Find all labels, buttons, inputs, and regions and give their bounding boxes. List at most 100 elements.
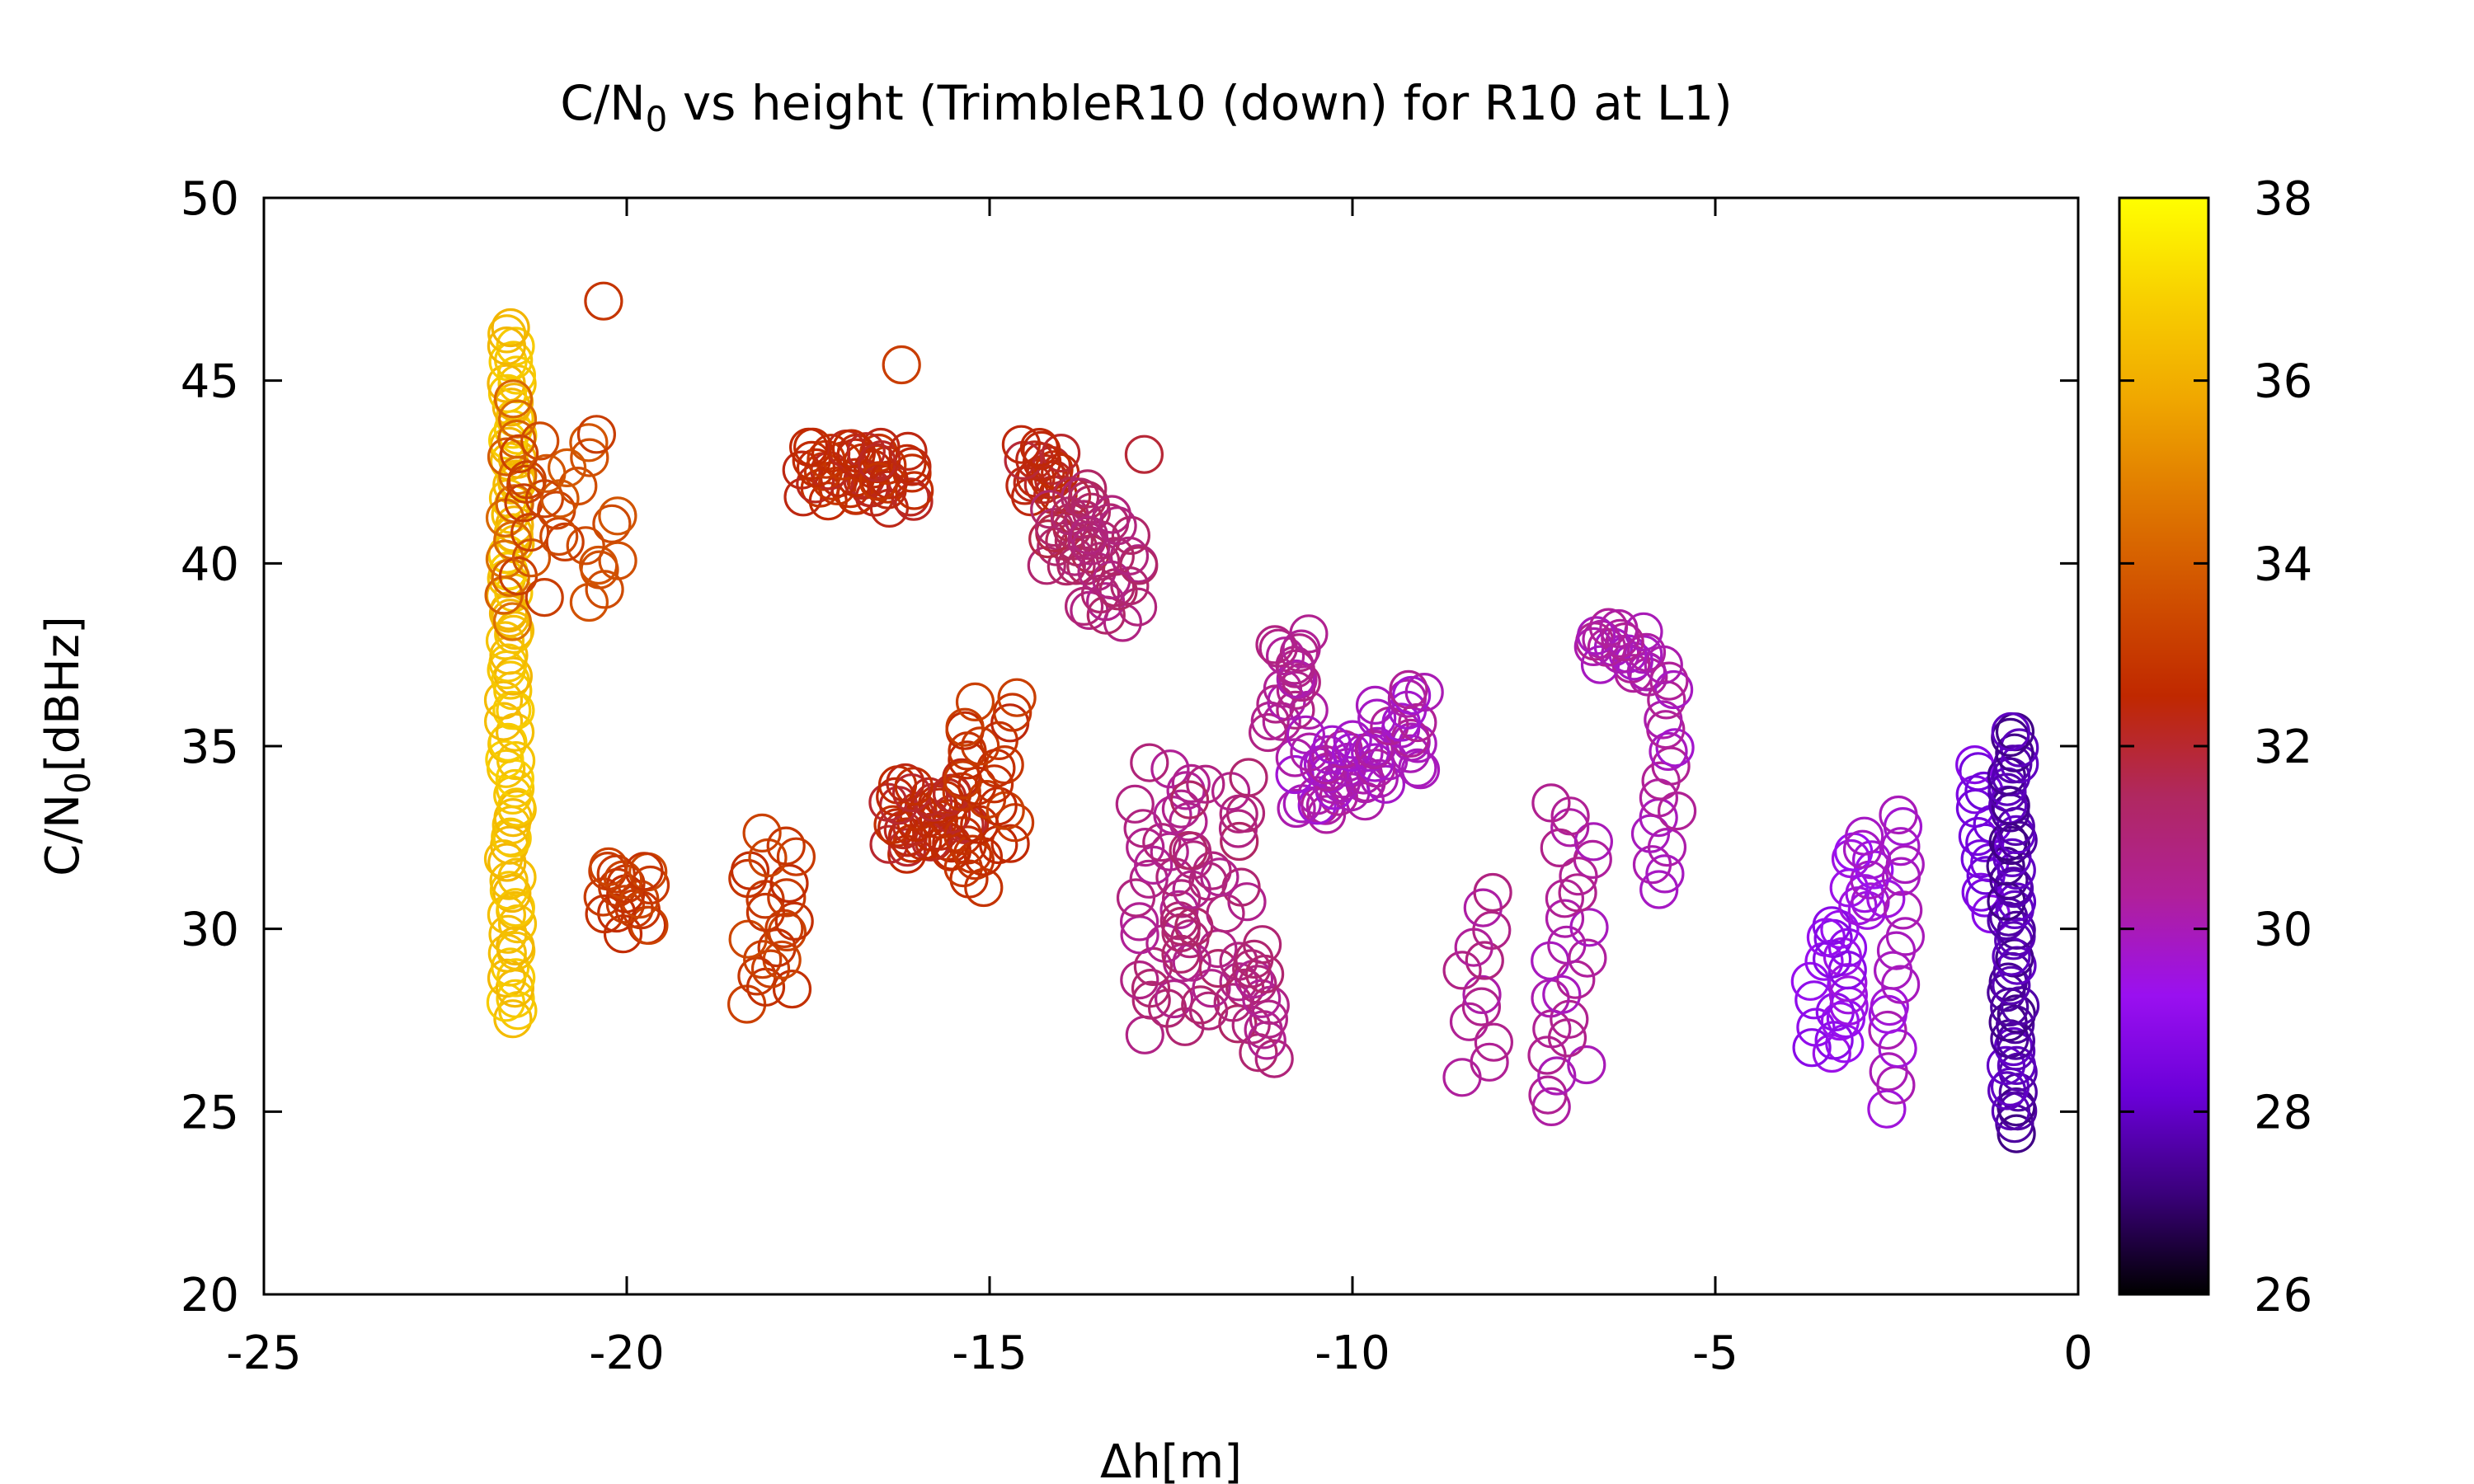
data-point: [597, 893, 637, 933]
data-point: [1550, 796, 1590, 836]
data-point: [1989, 860, 2029, 900]
data-point: [750, 949, 791, 989]
data-point: [1171, 763, 1211, 804]
data-point: [745, 892, 786, 932]
data-point: [1120, 960, 1159, 1000]
data-point: [1569, 908, 1609, 947]
data-point: [1254, 1039, 1294, 1078]
y-tick-label: 30: [181, 904, 239, 957]
data-point: [493, 379, 534, 419]
data-point: [974, 764, 1014, 804]
data-point: [497, 419, 537, 459]
data-point: [997, 678, 1037, 717]
data-point: [831, 429, 872, 468]
data-point: [1249, 999, 1289, 1039]
data-point: [1885, 844, 1925, 885]
data-point: [1276, 690, 1315, 730]
x-tick-label: -5: [1692, 1327, 1738, 1380]
data-point: [1150, 749, 1190, 789]
data-point: [993, 693, 1032, 732]
data-point: [487, 895, 527, 935]
data-point: [985, 791, 1025, 830]
data-point: [1242, 979, 1282, 1018]
data-point: [1290, 732, 1329, 772]
data-point: [483, 680, 524, 720]
data-point: [1126, 827, 1165, 867]
x-tick-label: -25: [226, 1327, 301, 1380]
data-point: [499, 434, 539, 474]
data-point: [1472, 910, 1512, 951]
data-point: [524, 577, 564, 618]
data-point: [945, 707, 985, 747]
data-point: [1391, 675, 1432, 716]
data-point: [1161, 934, 1201, 974]
colorbar-tick-label: 36: [2254, 355, 2312, 409]
data-point: [887, 444, 927, 483]
data-point: [1986, 1045, 2026, 1086]
data-point: [1186, 764, 1225, 804]
data-point: [1154, 979, 1194, 1019]
data-point: [1639, 870, 1679, 909]
data-point: [488, 914, 528, 954]
data-point: [766, 826, 806, 866]
data-point: [949, 859, 989, 899]
data-point: [1198, 948, 1238, 989]
data-point: [1019, 427, 1060, 467]
data-point: [493, 999, 533, 1039]
data-point: [1130, 743, 1169, 782]
data-point: [496, 326, 535, 366]
data-point: [1461, 987, 1502, 1026]
data-point: [1567, 1045, 1606, 1085]
data-point: [589, 847, 628, 886]
data-point: [1068, 469, 1108, 509]
data-point: [1242, 925, 1282, 965]
data-point: [491, 947, 530, 987]
data-point: [1474, 1022, 1514, 1062]
data-point: [487, 843, 527, 882]
data-point: [496, 958, 536, 998]
colorbar-tick-label: 34: [2254, 538, 2312, 591]
y-tick-label: 50: [181, 172, 239, 226]
y-tick-label: 45: [181, 355, 239, 409]
data-point: [1192, 851, 1232, 890]
data-point: [1828, 975, 1868, 1015]
data-point: [1131, 980, 1171, 1020]
data-point: [1219, 794, 1258, 834]
data-point: [527, 453, 567, 493]
x-axis-label: Δh[m]: [1100, 1435, 1242, 1484]
colorbar-tick-label: 32: [2254, 721, 2312, 774]
data-point: [952, 834, 992, 874]
data-point: [1885, 917, 1925, 956]
data-point: [1851, 882, 1890, 922]
data-point: [1277, 788, 1316, 829]
data-point: [1796, 1007, 1836, 1047]
data-point: [1997, 882, 2037, 922]
data-point: [496, 355, 537, 395]
data-point: [1558, 873, 1597, 913]
data-point: [1997, 815, 2036, 855]
data-point: [1649, 661, 1689, 701]
data-point: [1964, 771, 2004, 811]
y-axis-label: C/N0[dBHz]: [36, 616, 98, 876]
colorbar-ticks: 26 28 30 32 34 36 38: [2119, 172, 2312, 1322]
data-point: [1022, 430, 1061, 471]
data-point: [497, 399, 538, 439]
data-point: [1991, 786, 2030, 825]
data-point: [1997, 994, 2036, 1034]
data-point: [1404, 672, 1444, 712]
data-point: [1188, 991, 1229, 1031]
x-tick-label: -15: [952, 1327, 1027, 1380]
data-point: [1649, 731, 1688, 772]
data-point: [1192, 969, 1231, 1008]
x-tick-label: -20: [589, 1327, 664, 1380]
data-point: [1792, 1028, 1832, 1068]
data-points: [483, 281, 2040, 1153]
data-point: [1124, 434, 1164, 474]
data-point: [547, 448, 587, 488]
data-point: [1442, 951, 1482, 990]
data-point: [483, 702, 524, 741]
data-point: [1987, 1071, 2027, 1111]
data-point: [1117, 587, 1158, 627]
data-point: [990, 824, 1030, 863]
